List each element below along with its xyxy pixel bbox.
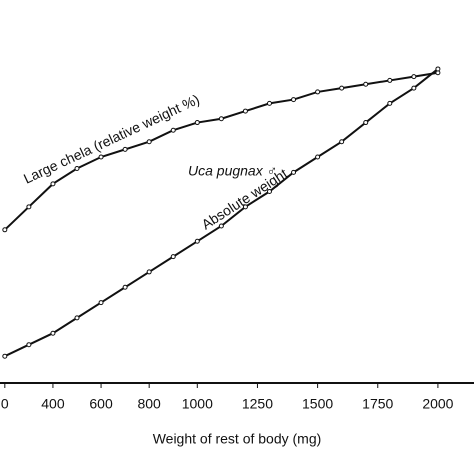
point (170, 254, 176, 260)
point (218, 223, 224, 229)
point (146, 269, 152, 275)
point (194, 120, 200, 126)
point (98, 154, 104, 160)
x-tick-label: 1000 (182, 396, 213, 412)
point (387, 77, 393, 83)
x-tick-label: 2000 (422, 396, 453, 412)
point (315, 154, 321, 160)
point (122, 284, 128, 290)
annotation: Large chela (relative weight %) (21, 91, 202, 187)
point (146, 139, 152, 145)
point (122, 146, 128, 152)
point (74, 166, 80, 172)
point (435, 66, 441, 72)
point (242, 204, 248, 210)
point (26, 204, 32, 210)
point (266, 100, 272, 106)
point (291, 169, 297, 175)
point (339, 139, 345, 145)
annotation: Uca pugnax ♂ (188, 163, 277, 179)
point (50, 330, 56, 336)
point (2, 227, 8, 233)
point (26, 342, 32, 348)
point (170, 127, 176, 133)
point (98, 300, 104, 306)
point (387, 100, 393, 106)
point (411, 74, 417, 80)
point (2, 353, 8, 359)
x-tick-label: 800 (137, 396, 161, 412)
point (315, 89, 321, 95)
point (411, 85, 417, 91)
x-tick-label: 0 (1, 396, 9, 412)
point (74, 315, 80, 321)
point (339, 85, 345, 91)
x-tick-label: 600 (89, 396, 113, 412)
point (266, 189, 272, 194)
point (363, 81, 369, 87)
x-axis-label: Weight of rest of body (mg) (153, 431, 322, 447)
x-tick-label: 400 (41, 396, 65, 412)
x-tick-label: 1750 (362, 396, 393, 412)
point (50, 181, 56, 187)
point (291, 97, 297, 103)
point (363, 120, 369, 126)
point (218, 116, 224, 122)
point (194, 238, 200, 244)
x-tick-label: 1500 (302, 396, 333, 412)
x-tick-label: 1250 (242, 396, 273, 412)
point (242, 108, 248, 114)
